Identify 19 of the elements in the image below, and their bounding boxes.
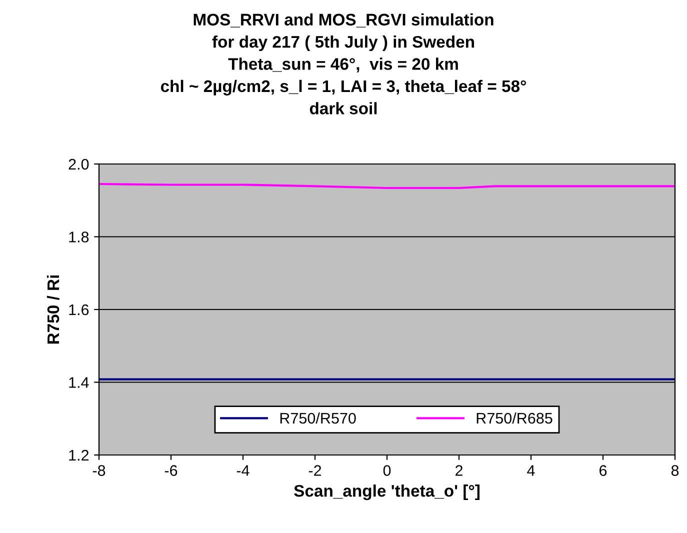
x-tick-label: 0 xyxy=(383,465,391,476)
x-tick-label: 4 xyxy=(527,465,535,476)
y-tick-label: 1.8 xyxy=(69,232,89,242)
y-axis-title: R750 / Ri xyxy=(46,275,60,344)
legend-label: R750/R570 xyxy=(280,412,356,424)
y-tick-label: 1.6 xyxy=(69,304,89,316)
y-tick-label: 1.2 xyxy=(69,450,89,461)
x-tick-label: -6 xyxy=(164,465,178,476)
x-tick-label: -2 xyxy=(308,465,322,476)
x-tick-label: 6 xyxy=(600,465,607,476)
x-axis-title: Scan_angle 'theta_o' [°] xyxy=(294,484,480,500)
x-tick-label: 8 xyxy=(671,465,679,476)
legend-label: R750/R685 xyxy=(476,412,552,424)
x-tick-label: -8 xyxy=(92,465,106,476)
y-tick-label: 1.4 xyxy=(69,377,89,388)
x-tick-label: 2 xyxy=(456,465,462,476)
x-tick-label: -4 xyxy=(236,465,250,476)
y-tick-label: 2.0 xyxy=(68,158,89,170)
chart-title: MOS_RRVI and MOS_RGVI simulation for day 217 ( 5th July ) in Sweden Theta_sun = 46°, vis = 20 km chl ~ 2µg/cm2, s_l = 1, LAI = 3, theta_leaf = 58° dark soil xyxy=(160,13,526,114)
